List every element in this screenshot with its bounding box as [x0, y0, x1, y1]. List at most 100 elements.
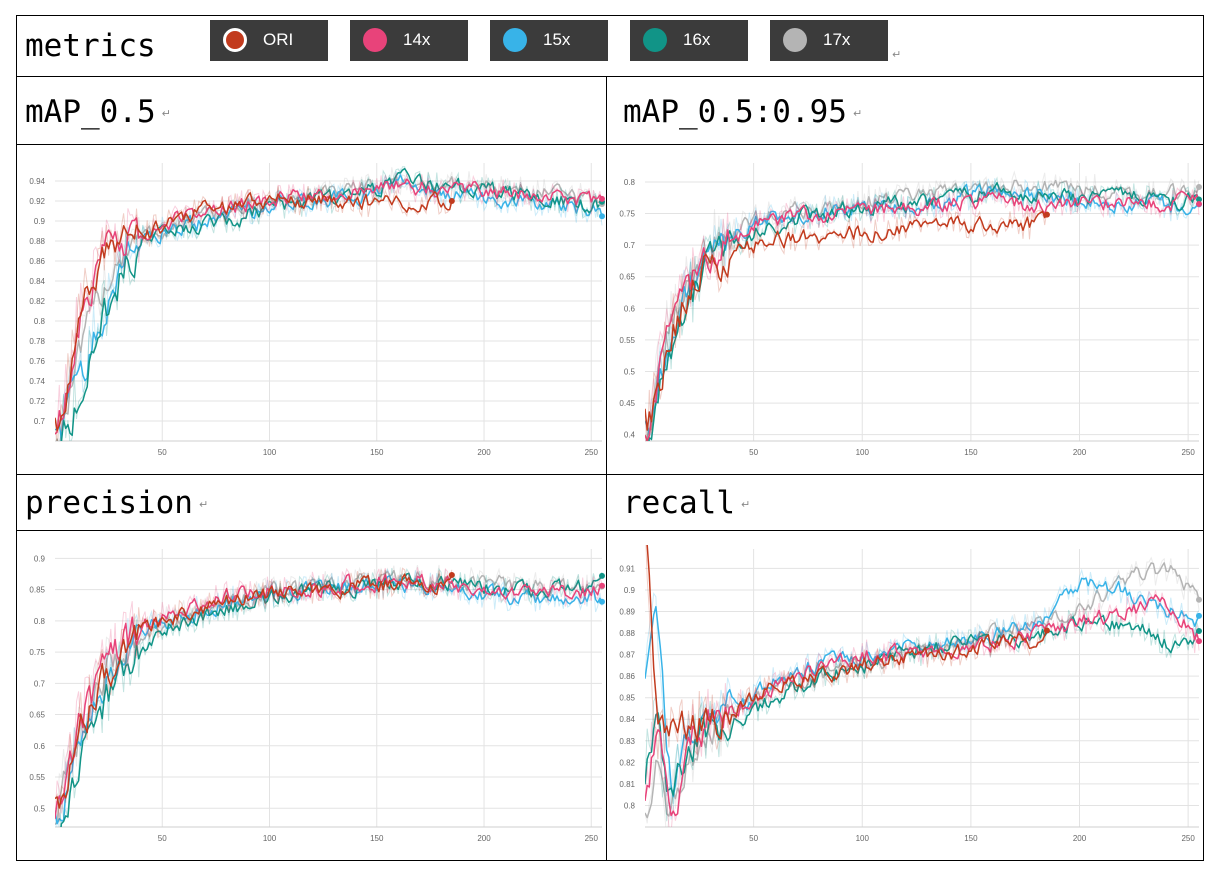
- map5095-ytick-label: 0.75: [619, 210, 635, 219]
- map50-ytick-label: 0.92: [29, 197, 45, 206]
- legend-label-14x: 14x: [403, 30, 431, 49]
- recall-ytick-label: 0.81: [619, 780, 635, 789]
- map50-series-14x-endpoint: [599, 195, 605, 202]
- map50-ytick-label: 0.76: [29, 357, 45, 366]
- legend-label-15x: 15x: [543, 30, 571, 49]
- recall-series-ori-endpoint: [1043, 627, 1050, 634]
- chart-recall: 0.8 0.81 0.82 0.83 0.84 0.85 0.86 0.87 0.88 0.89 0…: [619, 545, 1202, 843]
- map50-series-15x-endpoint: [599, 213, 605, 220]
- chart-cell-map5095: 0.4 0.45 0.5 0.55 0.6 0.65 0.7 0.75 0.8 50 100 150 2…: [606, 144, 1204, 475]
- panel-title-map50: mAP_0.5 ↵: [25, 94, 171, 130]
- precision-ytick-label: 0.55: [29, 773, 45, 782]
- title-cell-precision: precision ↵: [16, 474, 607, 531]
- chart-cell-precision: 0.5 0.55 0.6 0.65 0.7 0.75 0.8 0.85 0.9 50 100 150 2…: [16, 530, 607, 861]
- legend-label-16x: 16x: [683, 30, 711, 49]
- legend-item-ori[interactable]: ORI: [210, 20, 328, 61]
- paragraph-mark: ↵: [161, 107, 171, 120]
- legend-item-15x[interactable]: 15x: [490, 20, 608, 61]
- chart-cell-recall: 0.8 0.81 0.82 0.83 0.84 0.85 0.86 0.87 0.88 0.89 0…: [606, 530, 1204, 861]
- map50-ytick-label: 0.9: [34, 217, 46, 226]
- recall-series-ori: [646, 545, 1048, 743]
- map5095-ytick-label: 0.45: [619, 399, 635, 408]
- precision-series-ori: [55, 573, 453, 809]
- legend-item-17x[interactable]: 17x: [770, 20, 888, 61]
- map50-series-ori: [55, 191, 453, 432]
- recall-ytick-label: 0.86: [619, 672, 635, 681]
- recall-ytick-label: 0.89: [619, 607, 635, 616]
- precision-series-14x: [55, 573, 603, 819]
- paragraph-mark: ↵: [852, 107, 863, 120]
- legend-item-16x[interactable]: 16x: [630, 20, 748, 61]
- map50-ytick-label: 0.82: [29, 297, 45, 306]
- map50-ytick-label: 0.7: [34, 417, 46, 426]
- map5095-ytick-label: 0.4: [624, 431, 636, 440]
- map50-xtick-label: 100: [263, 448, 277, 457]
- precision-ytick-label: 0.7: [34, 679, 46, 688]
- map50-ytick-label: 0.84: [29, 277, 45, 286]
- paragraph-mark: ↵: [892, 48, 902, 61]
- map50-series-ori-raw: [55, 185, 453, 441]
- legend-label-17x: 17x: [823, 30, 851, 49]
- recall-series-15x-endpoint: [1196, 612, 1202, 619]
- map5095-series-14x: [645, 190, 1200, 441]
- recall-ytick-label: 0.84: [619, 715, 635, 724]
- precision-series-17x: [55, 569, 603, 825]
- map5095-ytick-label: 0.8: [624, 178, 636, 187]
- map5095-series-17x: [645, 179, 1200, 441]
- chart-map50: 0.7 0.72 0.74 0.76 0.78 0.8 0.82 0.84 0.86 0.88 0.…: [29, 163, 605, 457]
- recall-series-17x: [645, 562, 1200, 819]
- map5095-ytick-label: 0.5: [624, 368, 636, 377]
- precision-series-15x-endpoint: [599, 598, 605, 605]
- map50-xtick-label: 50: [158, 448, 167, 457]
- recall-series-ori-raw: [645, 545, 1048, 760]
- legend-swatch-14x: [363, 28, 387, 52]
- chart-map5095: 0.4 0.45 0.5 0.55 0.6 0.65 0.7 0.75 0.8 50 100 150 2…: [619, 163, 1202, 457]
- recall-ytick-label: 0.91: [619, 564, 635, 573]
- recall-ytick-label: 0.82: [619, 758, 635, 767]
- legend-label-ori: ORI: [263, 30, 294, 49]
- chart-precision: 0.5 0.55 0.6 0.65 0.7 0.75 0.8 0.85 0.9 50 100 150 2…: [29, 549, 605, 843]
- map50-plot-area: [55, 166, 603, 441]
- recall-series-15x: [645, 577, 1200, 798]
- precision-series-17x-raw: [55, 564, 603, 825]
- map5095-series-ori-raw: [645, 209, 1048, 441]
- page-title: metrics: [25, 28, 156, 64]
- precision-series-ori-endpoint: [448, 572, 455, 579]
- title-cell-map5095: mAP_0.5:0.95 ↵: [606, 76, 1204, 145]
- precision-series-14x-raw: [55, 567, 603, 819]
- legend-item-14x[interactable]: 14x: [350, 20, 468, 61]
- recall-ytick-label: 0.87: [619, 651, 635, 660]
- recall-ytick-label: 0.88: [619, 629, 635, 638]
- precision-xtick-label: 50: [158, 834, 167, 843]
- precision-series-16x-endpoint: [599, 572, 605, 579]
- map5095-ytick-label: 0.55: [619, 336, 635, 345]
- map5095-series-17x-endpoint: [1196, 184, 1202, 191]
- map50-xtick-label: 200: [477, 448, 491, 457]
- paragraph-mark: ↵: [740, 498, 751, 511]
- map50-ytick-label: 0.74: [29, 377, 45, 386]
- recall-series-16x-endpoint: [1196, 628, 1202, 635]
- map5095-ytick-label: 0.65: [619, 273, 635, 282]
- header-cell: metrics: [16, 15, 1204, 77]
- legend-swatch-17x: [783, 28, 807, 52]
- map5095-xtick-label: 150: [964, 448, 978, 457]
- precision-ytick-label: 0.75: [29, 648, 45, 657]
- map5095-plot-area: [645, 170, 1200, 441]
- map5095-xtick-label: 50: [749, 448, 758, 457]
- map5095-xtick-label: 100: [856, 448, 870, 457]
- panel-title-precision: precision ↵: [25, 485, 209, 521]
- legend-swatch-ori: [223, 28, 247, 52]
- recall-ytick-label: 0.83: [619, 737, 635, 746]
- map5095-series-16x-endpoint: [1196, 196, 1202, 203]
- map50-ytick-label: 0.94: [29, 177, 45, 186]
- map50-ytick-label: 0.72: [29, 397, 45, 406]
- map50-xtick-label: 250: [585, 448, 599, 457]
- precision-xtick-label: 250: [585, 834, 599, 843]
- map50-ytick-label: 0.8: [34, 317, 46, 326]
- precision-ytick-label: 0.8: [34, 617, 46, 626]
- precision-plot-area: [55, 564, 603, 827]
- recall-series-17x-endpoint: [1196, 596, 1202, 603]
- recall-ytick-label: 0.85: [619, 694, 635, 703]
- precision-series-ori-raw: [55, 567, 453, 822]
- title-cell-map50: mAP_0.5 ↵: [16, 76, 607, 145]
